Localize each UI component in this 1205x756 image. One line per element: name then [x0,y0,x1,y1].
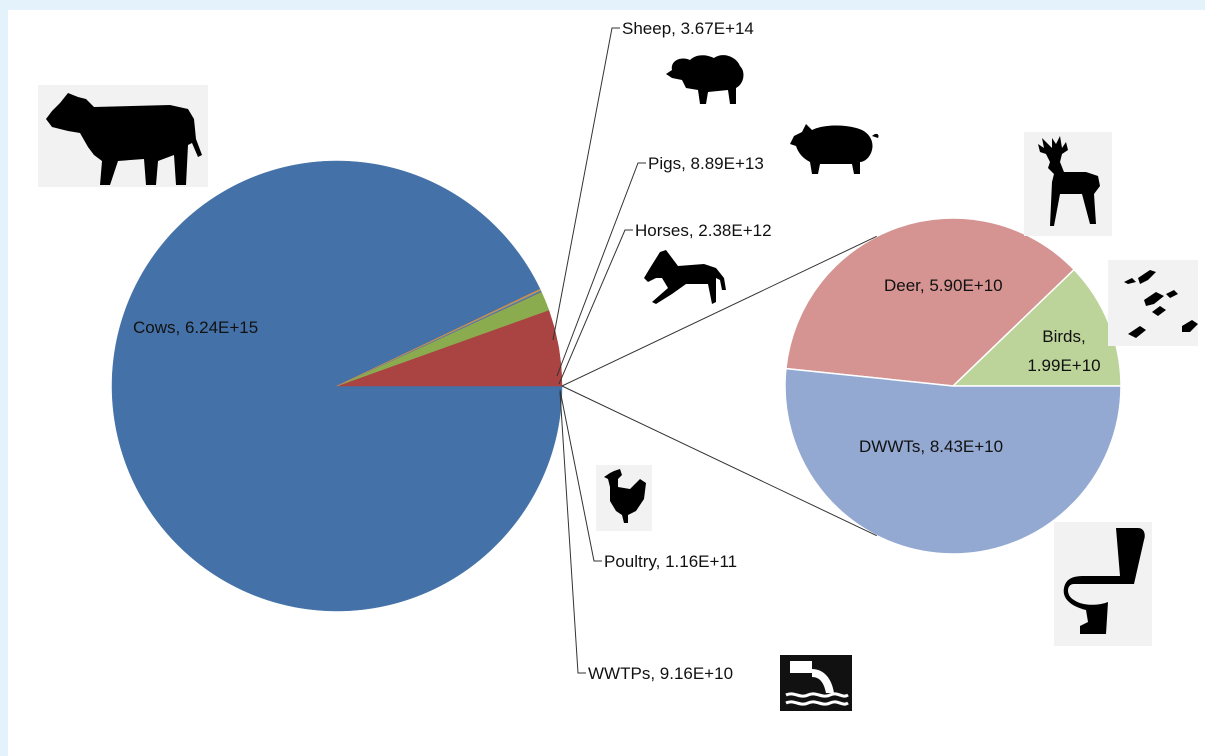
main-slice-other [336,288,541,387]
leader-line-pigs [556,162,646,377]
label-wwtps: WWTPs, 9.16E+10 [588,664,733,683]
label-birds: Birds, 1.99E+10 [1027,327,1100,375]
pig-icon [790,124,879,174]
chicken-icon [596,465,652,531]
data-labels: Cows, 6.24E+15 Sheep, 3.67E+14 Pigs, 8.89E… [133,19,1101,683]
deer-icon [1024,132,1112,236]
cow-icon [38,85,208,187]
label-dwwts: DWWTs, 8.43E+10 [859,437,1003,456]
chart-frame: Cows, 6.24E+15 Sheep, 3.67E+14 Pigs, 8.89E… [8,10,1205,756]
wastewater-plant-icon [780,655,852,711]
secondary-pie [784,217,1122,555]
leader-lines [552,27,646,674]
leader-line-sheep [552,27,620,341]
label-pigs: Pigs, 8.89E+13 [648,154,764,173]
label-horses: Horses, 2.38E+12 [635,221,772,240]
connector-line-bottom [561,385,877,537]
connector-lines [561,235,877,537]
secondary-slice-dwwts [784,367,1122,555]
leader-line-horses [558,229,633,385]
secondary-slice-deer [785,217,1076,387]
horse-icon [644,250,726,304]
label-poultry: Poultry, 1.16E+11 [604,552,737,571]
sheep-icon [666,55,744,104]
main-pie [111,160,563,612]
label-deer: Deer, 5.90E+10 [884,276,1003,295]
leader-line-wwtps [559,391,586,674]
label-sheep: Sheep, 3.67E+14 [622,19,754,38]
leader-line-poultry [559,389,602,562]
toilet-icon [1054,522,1152,646]
birds-icon [1108,260,1198,346]
pie-of-pie-chart: Cows, 6.24E+15 Sheep, 3.67E+14 Pigs, 8.89E… [38,19,1198,711]
label-cows: Cows, 6.24E+15 [133,318,258,337]
connector-line-top [561,235,877,387]
